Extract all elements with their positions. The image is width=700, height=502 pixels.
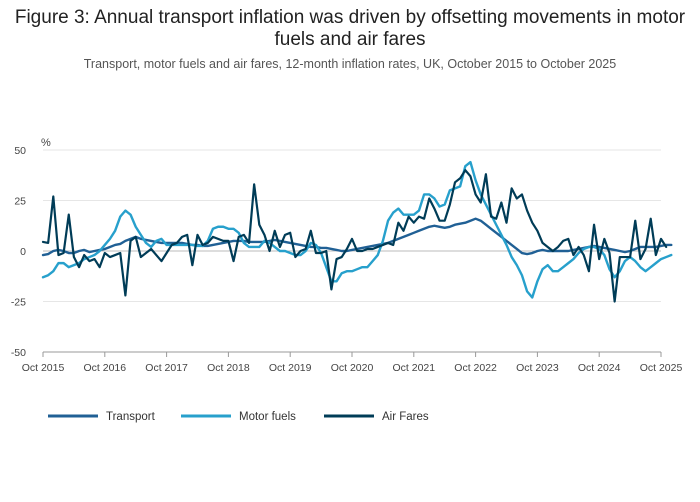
series-lines [41, 160, 673, 303]
legend-label: Motor fuels [239, 411, 296, 423]
x-tick-label: Oct 2017 [145, 362, 188, 374]
y-tick-label: -25 [11, 297, 26, 309]
y-tick-label: 0 [20, 246, 26, 258]
x-tick-label: Oct 2016 [83, 362, 126, 374]
x-axis: Oct 2015 Oct 2016 Oct 2017 Oct 2018 Oct 2019… [22, 351, 683, 374]
x-tick-label: Oct 2020 [331, 362, 374, 374]
x-tick-label: Oct 2015 [22, 362, 65, 374]
legend: Transport Motor fuels Air Fares [48, 411, 429, 423]
legend-item-air-fares: Air Fares [324, 411, 429, 423]
series-line-air-fares [41, 169, 668, 303]
series-line-motor-fuels [41, 160, 673, 299]
x-tick-label: Oct 2021 [392, 362, 435, 374]
y-axis-unit-label: % [41, 137, 51, 149]
chart-title: Figure 3: Annual transport inflation was… [14, 7, 686, 50]
x-tick-label: Oct 2024 [578, 362, 621, 374]
y-tick-label: 50 [14, 145, 26, 157]
legend-label: Air Fares [382, 411, 429, 423]
x-tick-label: Oct 2018 [207, 362, 250, 374]
chart-subtitle: Transport, motor fuels and air fares, 12… [83, 57, 617, 71]
y-tick-label: 25 [14, 196, 26, 208]
x-tick-label: Oct 2019 [269, 362, 312, 374]
legend-label: Transport [106, 411, 156, 423]
x-tick-label: Oct 2022 [454, 362, 497, 374]
y-axis: 50 25 0 -25 -50 [11, 145, 26, 359]
legend-item-transport: Transport [48, 411, 156, 423]
x-tick-label: Oct 2023 [516, 362, 559, 374]
x-tick-label: Oct 2025 [640, 362, 683, 374]
y-tick-label: -50 [11, 347, 26, 359]
legend-item-motor-fuels: Motor fuels [181, 411, 296, 423]
